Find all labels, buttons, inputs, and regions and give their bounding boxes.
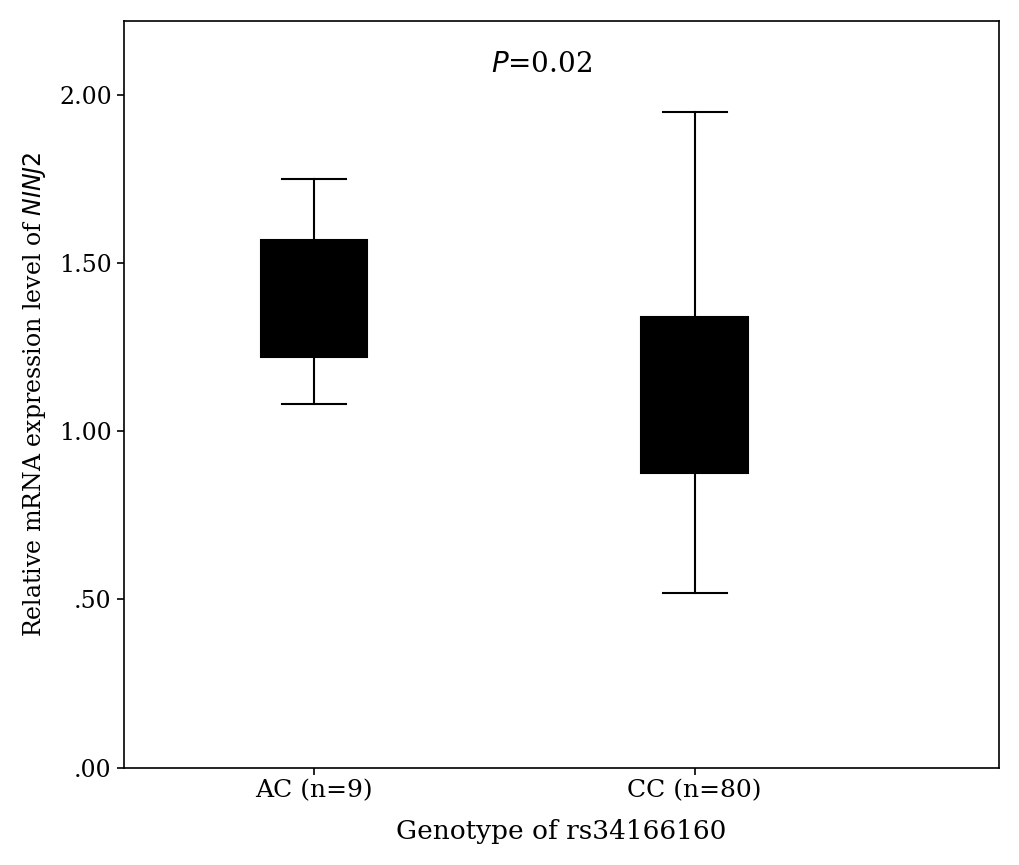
Y-axis label: Relative mRNA expression level of $\it{NINJ2}$: Relative mRNA expression level of $\it{N… — [20, 151, 48, 637]
X-axis label: Genotype of rs34166160: Genotype of rs34166160 — [395, 819, 726, 844]
Text: $\it{P}$=0.02: $\it{P}$=0.02 — [491, 51, 592, 78]
Bar — [641, 317, 747, 473]
Bar — [260, 240, 367, 357]
